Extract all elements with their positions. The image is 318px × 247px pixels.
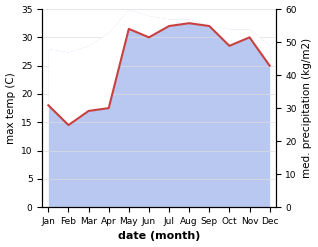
Y-axis label: max temp (C): max temp (C)	[5, 72, 16, 144]
Y-axis label: med. precipitation (kg/m2): med. precipitation (kg/m2)	[302, 38, 313, 178]
X-axis label: date (month): date (month)	[118, 231, 200, 242]
